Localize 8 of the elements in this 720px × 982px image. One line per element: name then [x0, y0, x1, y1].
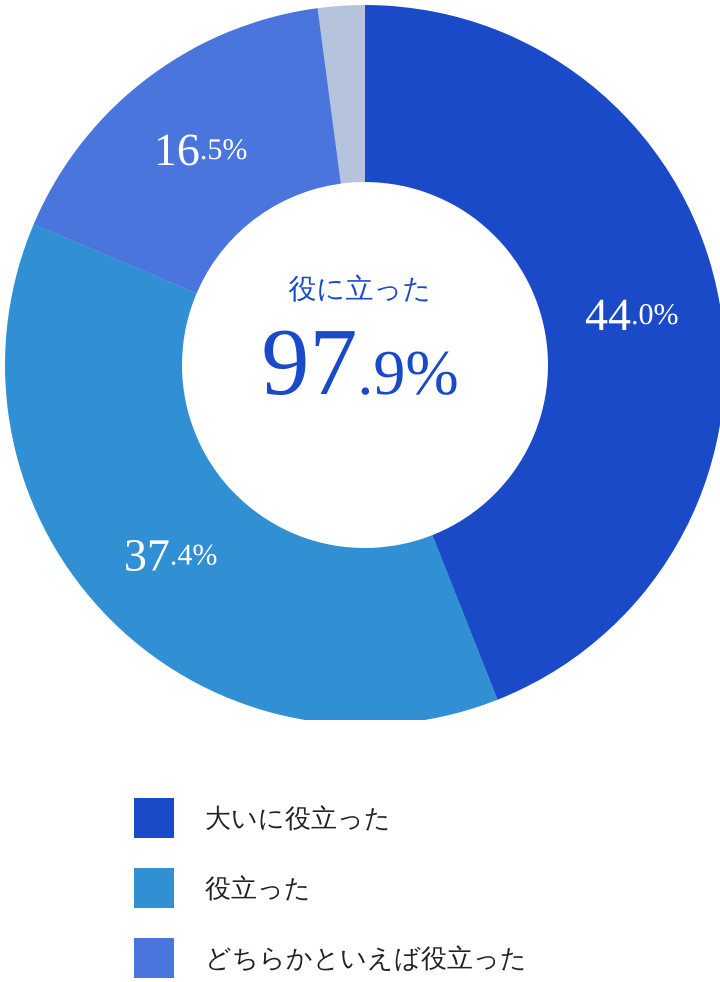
- text: 97.9%: [261, 308, 459, 415]
- data-label: 37.4%: [124, 529, 218, 580]
- legend-label: 大いに役立った: [205, 802, 391, 836]
- data-label: 44.0%: [584, 288, 678, 340]
- legend-label: どちらかといえば役立った: [205, 942, 527, 976]
- text: 役に立った: [288, 274, 432, 305]
- legend-label: 役立った: [205, 872, 311, 906]
- data-label: 16.5%: [154, 123, 248, 174]
